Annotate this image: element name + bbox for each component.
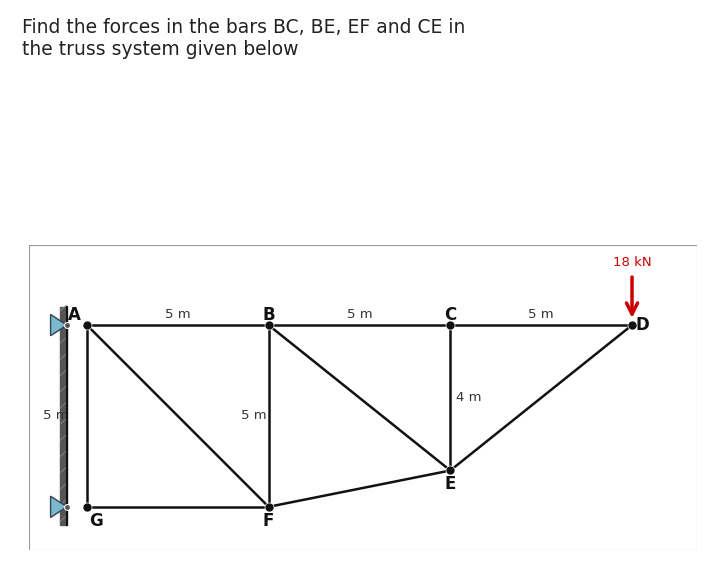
Polygon shape (50, 496, 67, 518)
Text: G: G (89, 512, 103, 529)
Text: 5 m: 5 m (528, 308, 554, 321)
Text: 5 m: 5 m (165, 308, 191, 321)
Text: E: E (444, 475, 456, 493)
Text: 5 m: 5 m (347, 308, 372, 321)
Bar (60, 307, 67, 525)
Polygon shape (50, 315, 67, 336)
Text: 4 m: 4 m (456, 391, 481, 404)
Text: 18 kN: 18 kN (613, 256, 651, 269)
Text: A: A (68, 306, 81, 324)
Text: B: B (262, 306, 275, 324)
Text: C: C (444, 306, 457, 324)
Text: D: D (636, 316, 649, 334)
Text: 5 m: 5 m (43, 410, 69, 422)
Text: Find the forces in the bars BC, BE, EF and CE in
the truss system given below: Find the forces in the bars BC, BE, EF a… (22, 18, 465, 58)
Text: 5 m: 5 m (242, 410, 267, 422)
Text: F: F (263, 512, 274, 529)
